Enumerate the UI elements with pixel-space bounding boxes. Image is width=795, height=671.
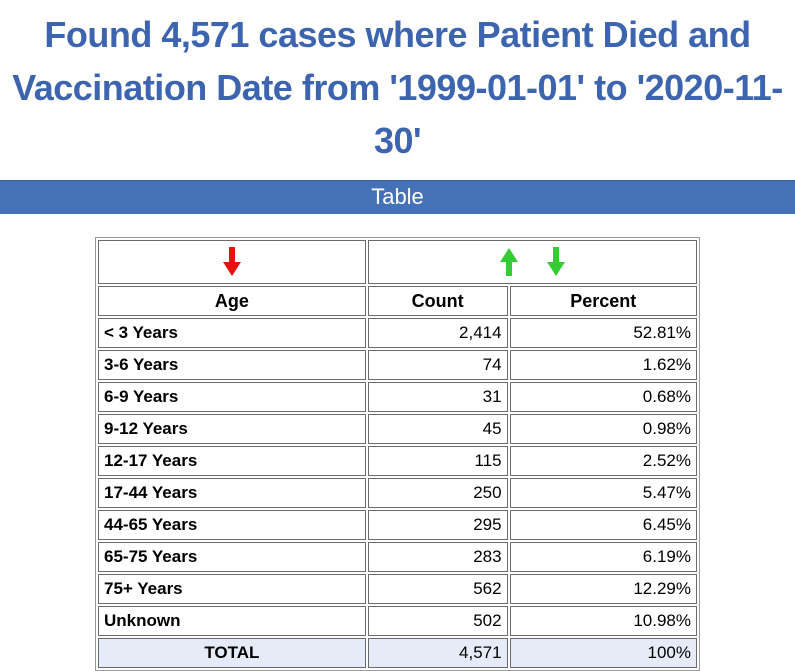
age-cell: 44-65 Years <box>98 510 366 540</box>
age-cell: 3-6 Years <box>98 350 366 380</box>
count-cell: 115 <box>367 446 508 476</box>
age-cell: 9-12 Years <box>98 414 366 444</box>
table-row: 44-65 Years 295 6.45% <box>98 510 697 540</box>
page-title: Found 4,571 cases where Patient Died and… <box>12 14 783 161</box>
value-sort-cell <box>367 240 697 284</box>
count-cell: 295 <box>367 510 508 540</box>
results-table-container: Age Count Percent < 3 Years 2,414 52.81% 3-… <box>95 237 700 671</box>
count-cell: 74 <box>367 350 508 380</box>
column-header-age: Age <box>98 286 366 316</box>
column-header-percent: Percent <box>509 286 697 316</box>
table-row: 65-75 Years 283 6.19% <box>98 542 697 572</box>
age-cell: 75+ Years <box>98 574 366 604</box>
total-percent: 100% <box>509 638 697 668</box>
age-sort-cell <box>98 240 366 284</box>
count-cell: 45 <box>367 414 508 444</box>
column-header-row: Age Count Percent <box>98 286 697 316</box>
column-header-count: Count <box>367 286 508 316</box>
total-count: 4,571 <box>367 638 508 668</box>
table-section-label: Table <box>371 184 424 209</box>
age-cell: < 3 Years <box>98 318 366 348</box>
age-cell: Unknown <box>98 606 366 636</box>
percent-cell: 2.52% <box>509 446 697 476</box>
table-row: 17-44 Years 250 5.47% <box>98 478 697 508</box>
table-row: 12-17 Years 115 2.52% <box>98 446 697 476</box>
age-cell: 12-17 Years <box>98 446 366 476</box>
table-row: 6-9 Years 31 0.68% <box>98 382 697 412</box>
count-cell: 31 <box>367 382 508 412</box>
count-cell: 562 <box>367 574 508 604</box>
percent-cell: 0.68% <box>509 382 697 412</box>
percent-cell: 6.45% <box>509 510 697 540</box>
sort-ascending-green-arrow-icon[interactable] <box>498 247 520 277</box>
table-row: 9-12 Years 45 0.98% <box>98 414 697 444</box>
age-cell: 17-44 Years <box>98 478 366 508</box>
percent-cell: 52.81% <box>509 318 697 348</box>
count-cell: 283 <box>367 542 508 572</box>
table-body: < 3 Years 2,414 52.81% 3-6 Years 74 1.62% 6-9 … <box>98 318 697 636</box>
percent-cell: 10.98% <box>509 606 697 636</box>
table-row: 75+ Years 562 12.29% <box>98 574 697 604</box>
percent-cell: 6.19% <box>509 542 697 572</box>
age-cell: 65-75 Years <box>98 542 366 572</box>
sort-descending-green-arrow-icon[interactable] <box>545 247 567 277</box>
table-row: Unknown 502 10.98% <box>98 606 697 636</box>
count-cell: 2,414 <box>367 318 508 348</box>
sort-descending-red-arrow-icon[interactable] <box>221 247 243 277</box>
table-row: < 3 Years 2,414 52.81% <box>98 318 697 348</box>
age-cell: 6-9 Years <box>98 382 366 412</box>
table-section-header: Table <box>0 180 795 214</box>
count-cell: 502 <box>367 606 508 636</box>
percent-cell: 12.29% <box>509 574 697 604</box>
total-label: TOTAL <box>98 638 366 668</box>
percent-cell: 0.98% <box>509 414 697 444</box>
results-page: Found 4,571 cases where Patient Died and… <box>0 8 795 671</box>
sort-controls-row <box>98 240 697 284</box>
count-cell: 250 <box>367 478 508 508</box>
table-row: 3-6 Years 74 1.62% <box>98 350 697 380</box>
total-row: TOTAL 4,571 100% <box>98 638 697 668</box>
percent-cell: 5.47% <box>509 478 697 508</box>
results-table: Age Count Percent < 3 Years 2,414 52.81% 3-… <box>95 237 700 671</box>
percent-cell: 1.62% <box>509 350 697 380</box>
